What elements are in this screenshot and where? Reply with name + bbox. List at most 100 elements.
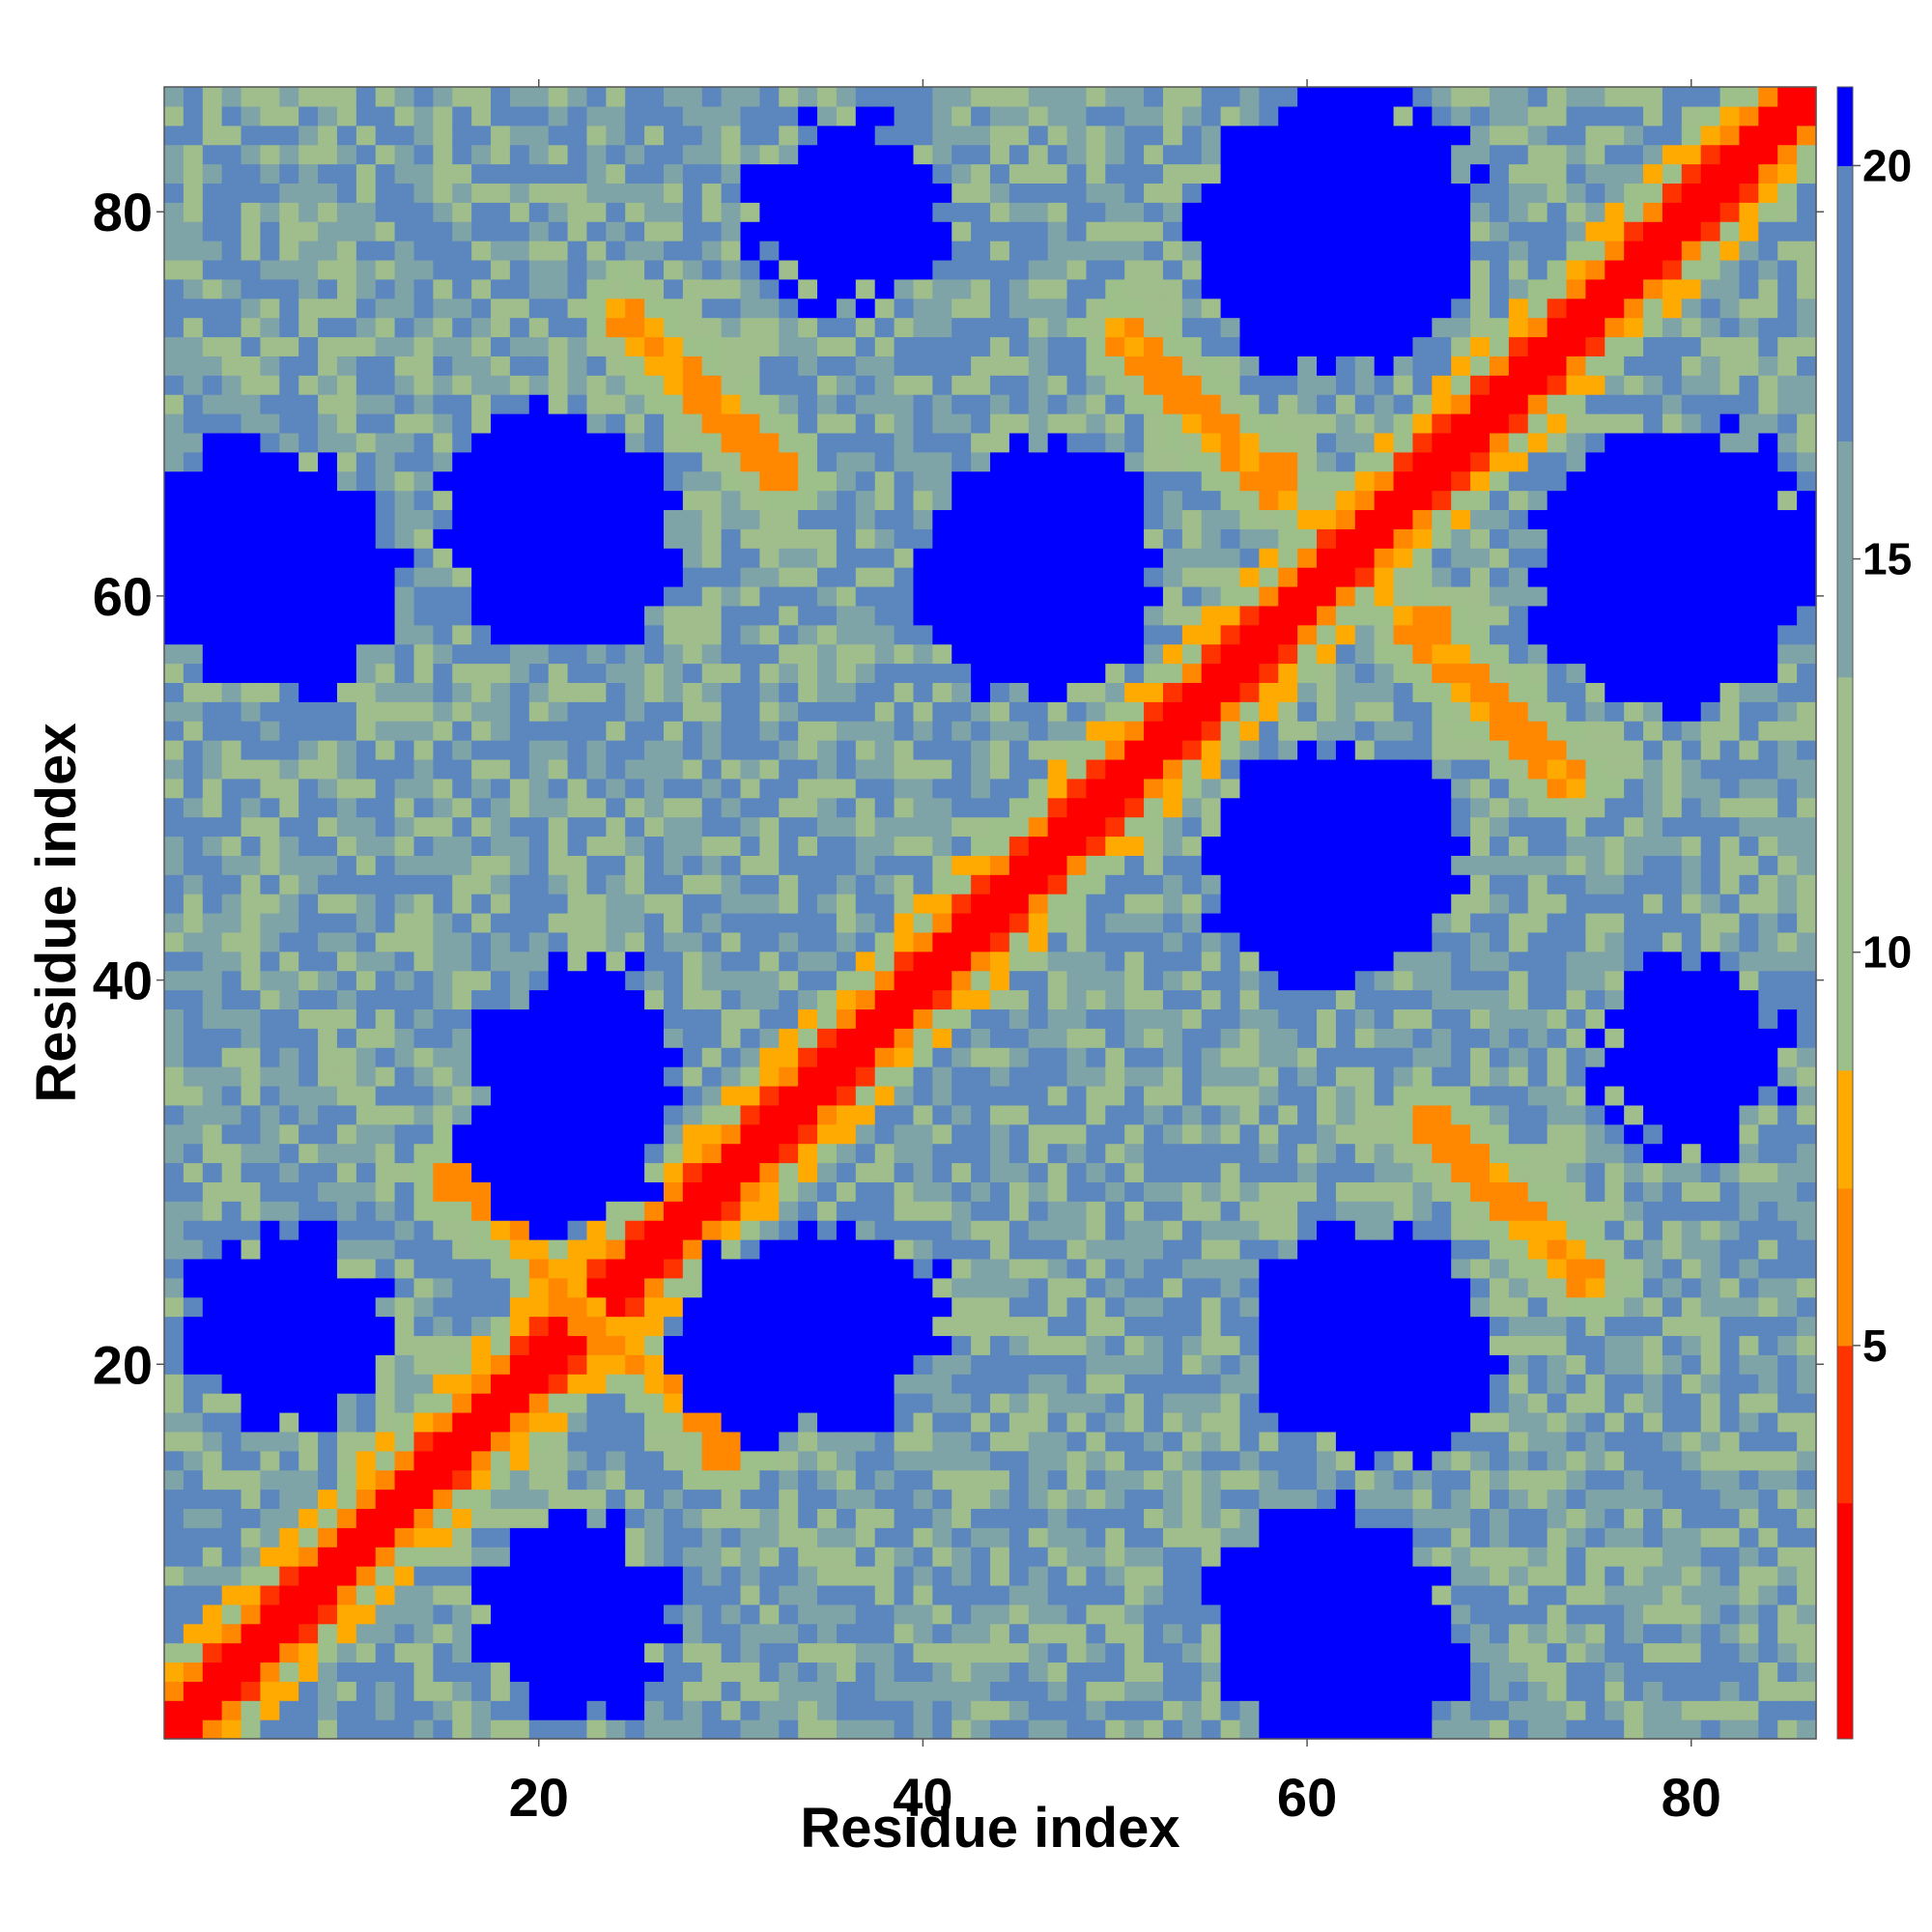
heatmap-cell bbox=[798, 951, 818, 972]
heatmap-cell bbox=[241, 1642, 262, 1663]
heatmap-cell bbox=[433, 1547, 453, 1567]
heatmap-cell bbox=[1259, 125, 1279, 146]
heatmap-cell bbox=[1201, 1277, 1222, 1298]
heatmap-cell bbox=[491, 394, 511, 414]
heatmap-cell bbox=[1066, 913, 1088, 933]
heatmap-cell bbox=[798, 1066, 818, 1087]
heatmap-cell bbox=[1124, 1239, 1145, 1260]
heatmap-cell bbox=[1009, 758, 1030, 780]
heatmap-cell bbox=[932, 1469, 952, 1491]
heatmap-cell bbox=[471, 1489, 492, 1509]
heatmap-cell bbox=[644, 1642, 665, 1663]
heatmap-cell bbox=[625, 894, 645, 914]
heatmap-cell bbox=[952, 241, 972, 261]
heatmap-cell bbox=[471, 1374, 492, 1394]
heatmap-cell bbox=[874, 970, 895, 991]
heatmap-cell bbox=[1162, 1700, 1183, 1720]
heatmap-cell bbox=[606, 1469, 626, 1491]
heatmap-cell bbox=[1162, 1662, 1183, 1682]
heatmap-cell bbox=[433, 1085, 453, 1106]
heatmap-cell bbox=[567, 1623, 588, 1644]
heatmap-cell bbox=[990, 1431, 1010, 1452]
heatmap-cell bbox=[990, 1354, 1010, 1375]
heatmap-cell bbox=[298, 336, 319, 356]
heatmap-cell bbox=[913, 1258, 933, 1279]
heatmap-cell bbox=[1028, 721, 1049, 741]
heatmap-cell bbox=[990, 548, 1010, 568]
heatmap-cell bbox=[932, 1719, 952, 1740]
heatmap-cell bbox=[817, 375, 838, 395]
heatmap-cell bbox=[1028, 1201, 1049, 1221]
heatmap-cell bbox=[1162, 394, 1183, 414]
heatmap-cell bbox=[1181, 278, 1203, 299]
heatmap-cell bbox=[509, 298, 530, 319]
heatmap-cell bbox=[202, 778, 223, 799]
heatmap-cell bbox=[528, 758, 550, 780]
heatmap-cell bbox=[1181, 1393, 1203, 1413]
heatmap-cell bbox=[318, 778, 338, 799]
heatmap-cell bbox=[721, 1566, 742, 1586]
heatmap-cell bbox=[452, 355, 472, 376]
heatmap-cell bbox=[663, 432, 684, 453]
heatmap-cell bbox=[1066, 701, 1088, 722]
heatmap-cell bbox=[279, 797, 299, 818]
heatmap-cell bbox=[855, 1584, 876, 1605]
heatmap-cell bbox=[491, 1547, 511, 1567]
heatmap-cell bbox=[433, 1489, 453, 1509]
heatmap-cell bbox=[1144, 1527, 1164, 1548]
heatmap-cell bbox=[990, 643, 1010, 665]
heatmap-cell bbox=[1086, 221, 1106, 242]
heatmap-cell bbox=[394, 1296, 415, 1318]
heatmap-cell bbox=[394, 989, 415, 1010]
heatmap-cell bbox=[567, 87, 588, 107]
heatmap-cell bbox=[625, 105, 645, 127]
heatmap-cell bbox=[509, 163, 530, 185]
heatmap-cell bbox=[1066, 1450, 1088, 1471]
heatmap-cell bbox=[1259, 1547, 1279, 1567]
heatmap-cell bbox=[701, 528, 723, 549]
heatmap-cell bbox=[1105, 202, 1125, 222]
heatmap-cell bbox=[740, 970, 760, 991]
heatmap-cell bbox=[355, 1508, 377, 1528]
heatmap-cell bbox=[1047, 1316, 1068, 1337]
heatmap-cell bbox=[1239, 1681, 1260, 1701]
heatmap-cell bbox=[721, 125, 742, 146]
heatmap-cell bbox=[740, 105, 760, 127]
heatmap-cell bbox=[452, 163, 472, 185]
heatmap-cell bbox=[759, 278, 780, 299]
heatmap-cell bbox=[625, 1028, 645, 1048]
heatmap-cell bbox=[644, 451, 665, 472]
heatmap-cell bbox=[241, 1431, 262, 1452]
heatmap-cell bbox=[279, 1450, 299, 1471]
heatmap-cell bbox=[855, 221, 876, 242]
heatmap-cell bbox=[548, 1066, 569, 1087]
heatmap-cell bbox=[433, 778, 453, 799]
heatmap-cell bbox=[836, 1469, 857, 1491]
heatmap-cell bbox=[394, 1239, 415, 1260]
heatmap-cell bbox=[260, 298, 280, 319]
heatmap-cell bbox=[183, 1143, 204, 1164]
heatmap-cell bbox=[1086, 1411, 1106, 1433]
heatmap-cell bbox=[913, 1489, 933, 1509]
heatmap-cell bbox=[355, 125, 377, 146]
heatmap-cell bbox=[1144, 1489, 1164, 1509]
heatmap-cell bbox=[836, 931, 857, 952]
heatmap-cell bbox=[721, 585, 742, 607]
heatmap-cell bbox=[1181, 241, 1203, 261]
heatmap-cell bbox=[279, 894, 299, 914]
heatmap-cell bbox=[779, 163, 799, 185]
heatmap-cell bbox=[318, 970, 338, 991]
heatmap-cell bbox=[1181, 163, 1203, 185]
heatmap-cell bbox=[721, 740, 742, 760]
heatmap-cell bbox=[1009, 1566, 1030, 1586]
heatmap-cell bbox=[413, 1220, 434, 1240]
heatmap-cell bbox=[990, 585, 1010, 607]
heatmap-cell bbox=[894, 1662, 915, 1682]
heatmap-cell bbox=[625, 913, 645, 933]
heatmap-cell bbox=[990, 1547, 1010, 1567]
heatmap-cell bbox=[1144, 855, 1164, 875]
heatmap-cell bbox=[682, 470, 703, 492]
heatmap-cell bbox=[721, 1374, 742, 1394]
heatmap-cell bbox=[452, 470, 472, 492]
heatmap-cell bbox=[874, 183, 895, 203]
